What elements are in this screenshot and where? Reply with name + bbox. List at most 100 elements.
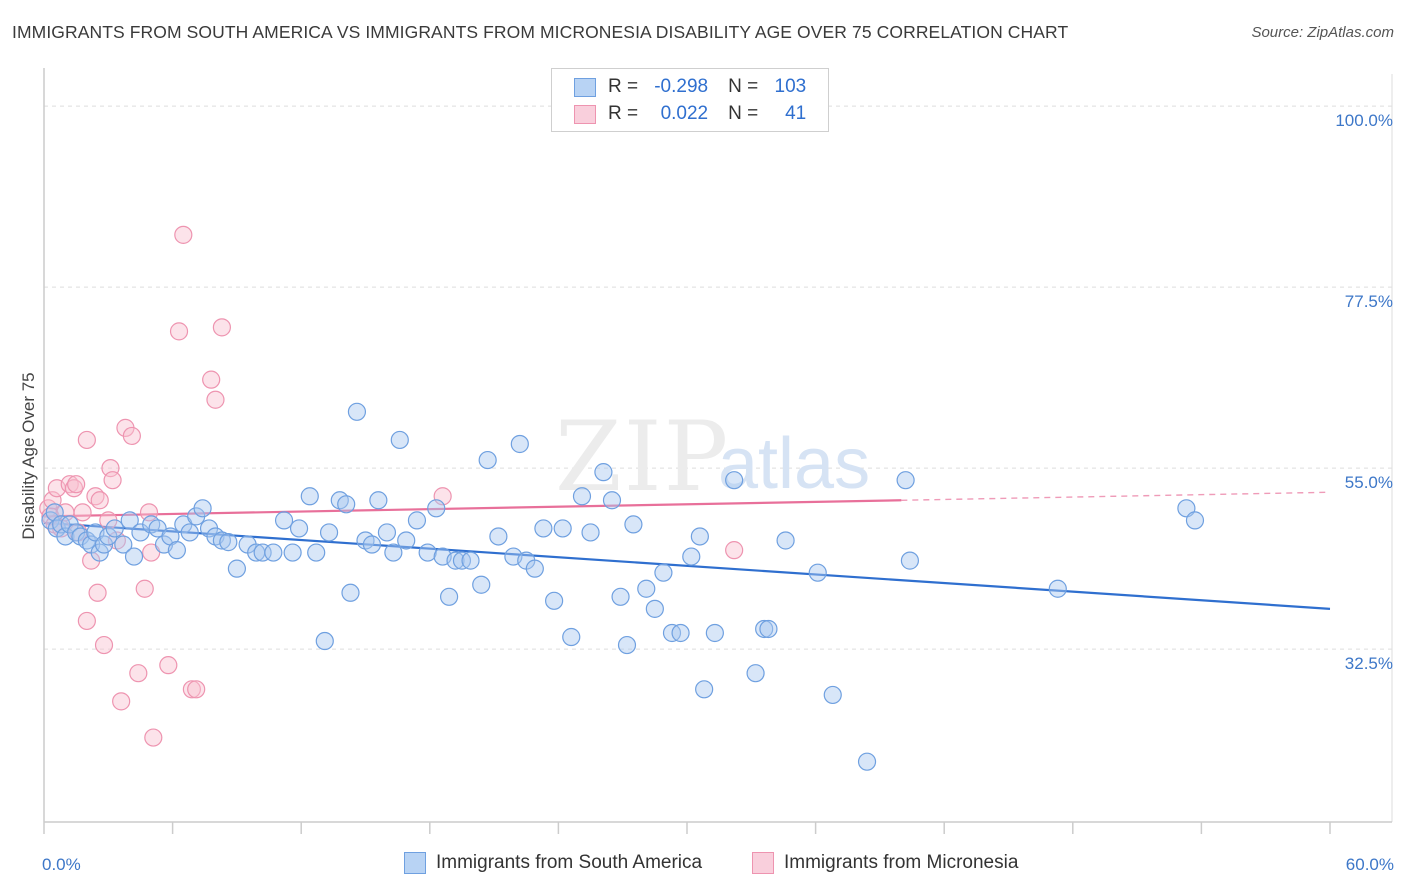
series-swatch-pink [752, 852, 774, 874]
series-legend-label: Immigrants from Micronesia [784, 852, 1019, 873]
south-america-point [823, 685, 842, 705]
micronesia-point [212, 318, 231, 337]
south-america-point [808, 563, 827, 582]
micronesia-point [182, 680, 201, 699]
y-tick-label: 32.5% [1345, 654, 1393, 673]
micronesia-point [135, 579, 154, 598]
micronesia-point [112, 692, 131, 711]
legend-r-label: R = [608, 76, 639, 97]
south-america-point [510, 434, 529, 454]
series-legend-label: Immigrants from South America [436, 852, 703, 873]
south-america-point [534, 519, 553, 538]
trend-lines [43, 491, 1331, 610]
micronesia-point [142, 543, 161, 562]
south-america-point [397, 531, 416, 550]
legend-row-micronesia: R = 0.022 N = 41 [574, 102, 806, 126]
south-america-point [690, 527, 709, 546]
south-america-point [167, 541, 186, 560]
axes [43, 68, 1392, 834]
south-america-point [725, 471, 744, 490]
south-america-point [319, 523, 339, 542]
south-america-point [617, 635, 637, 655]
south-america-point [695, 680, 714, 699]
micronesia-trend-line [43, 499, 902, 518]
micronesia-trend-extension [901, 491, 1331, 501]
south-america-point [746, 664, 765, 683]
source-label: Source: ZipAtlas.com [1251, 24, 1394, 41]
south-america-point [594, 463, 613, 482]
south-america-point [759, 619, 778, 639]
y-tick-label: 100.0% [1335, 111, 1393, 130]
south-america-point [219, 533, 238, 552]
south-america-point [390, 430, 409, 450]
micronesia-point [159, 656, 178, 675]
legend-n-value: 41 [785, 103, 807, 124]
micronesia-point [67, 475, 86, 494]
south-america-point [315, 631, 334, 651]
south-america-point [1048, 579, 1067, 598]
south-america-point [418, 543, 437, 562]
micronesia-point [88, 583, 107, 602]
south-america-trend-line [43, 521, 1331, 610]
south-america-point [227, 559, 246, 578]
south-america-point [602, 491, 622, 510]
tick-labels: 32.5% 55.0% 77.5% 100.0% 0.0% 60.0% [42, 111, 1394, 874]
micronesia-point [202, 370, 221, 389]
south-america-point [180, 523, 199, 542]
south-america-point [1185, 511, 1205, 530]
south-america-point [274, 511, 294, 530]
legend-n-label: N = [728, 76, 759, 97]
micronesia-point [103, 471, 122, 490]
micronesia-point [73, 503, 92, 522]
south-america-point [572, 487, 592, 506]
south-america-point [384, 543, 403, 562]
chart-title: IMMIGRANTS FROM SOUTH AMERICA VS IMMIGRA… [12, 22, 1069, 42]
legend-r-label: R = [608, 103, 639, 124]
legend-r-value: 0.022 [660, 103, 709, 124]
south-america-point [461, 551, 480, 570]
south-america-point [369, 491, 388, 510]
y-axis-label: Disability Age Over 75 [19, 372, 38, 539]
south-america-point [682, 547, 701, 566]
south-america-point [624, 515, 643, 534]
south-america-point [283, 543, 302, 562]
south-america-point [253, 543, 272, 562]
legend-r-value: -0.298 [654, 76, 709, 97]
south-america-point [56, 527, 75, 546]
watermark-atlas: atlas [718, 424, 870, 504]
south-america-point [545, 591, 564, 610]
watermark: ZIP atlas [555, 401, 870, 513]
micronesia-point [206, 390, 225, 409]
south-america-point [341, 583, 360, 602]
legend-row-south-america: R = -0.298 N = 103 [574, 75, 806, 99]
south-america-point [581, 523, 600, 542]
micronesia-point [187, 680, 206, 699]
south-america-point [478, 450, 497, 470]
south-america-point [124, 547, 144, 566]
south-america-point [553, 519, 572, 538]
micronesia-point [725, 541, 744, 560]
legend-swatch-pink [574, 104, 596, 124]
south-america-point [525, 559, 544, 578]
series-legend: Immigrants from South America Immigrants… [0, 852, 1406, 878]
south-america-point [446, 551, 465, 570]
south-america-point [337, 495, 356, 514]
series-swatch-blue [404, 852, 426, 874]
south-america-point [212, 531, 231, 550]
x-tick-label: 0.0% [42, 855, 81, 874]
y-tick-label: 55.0% [1345, 473, 1393, 492]
south-america-point [264, 543, 283, 562]
micronesia-point [77, 430, 96, 450]
south-america-point [105, 519, 124, 538]
legend-swatch-blue [574, 77, 596, 97]
x-tick-label: 60.0% [1346, 855, 1394, 874]
micronesia-point [144, 728, 163, 747]
south-america-point [755, 619, 774, 639]
legend-n-value: 103 [774, 76, 807, 97]
south-america-point [362, 535, 382, 554]
south-america-point [489, 527, 508, 546]
south-america-point [637, 579, 656, 598]
south-america-point [300, 487, 319, 506]
micronesia-point [174, 225, 193, 244]
south-america-point [705, 623, 724, 643]
